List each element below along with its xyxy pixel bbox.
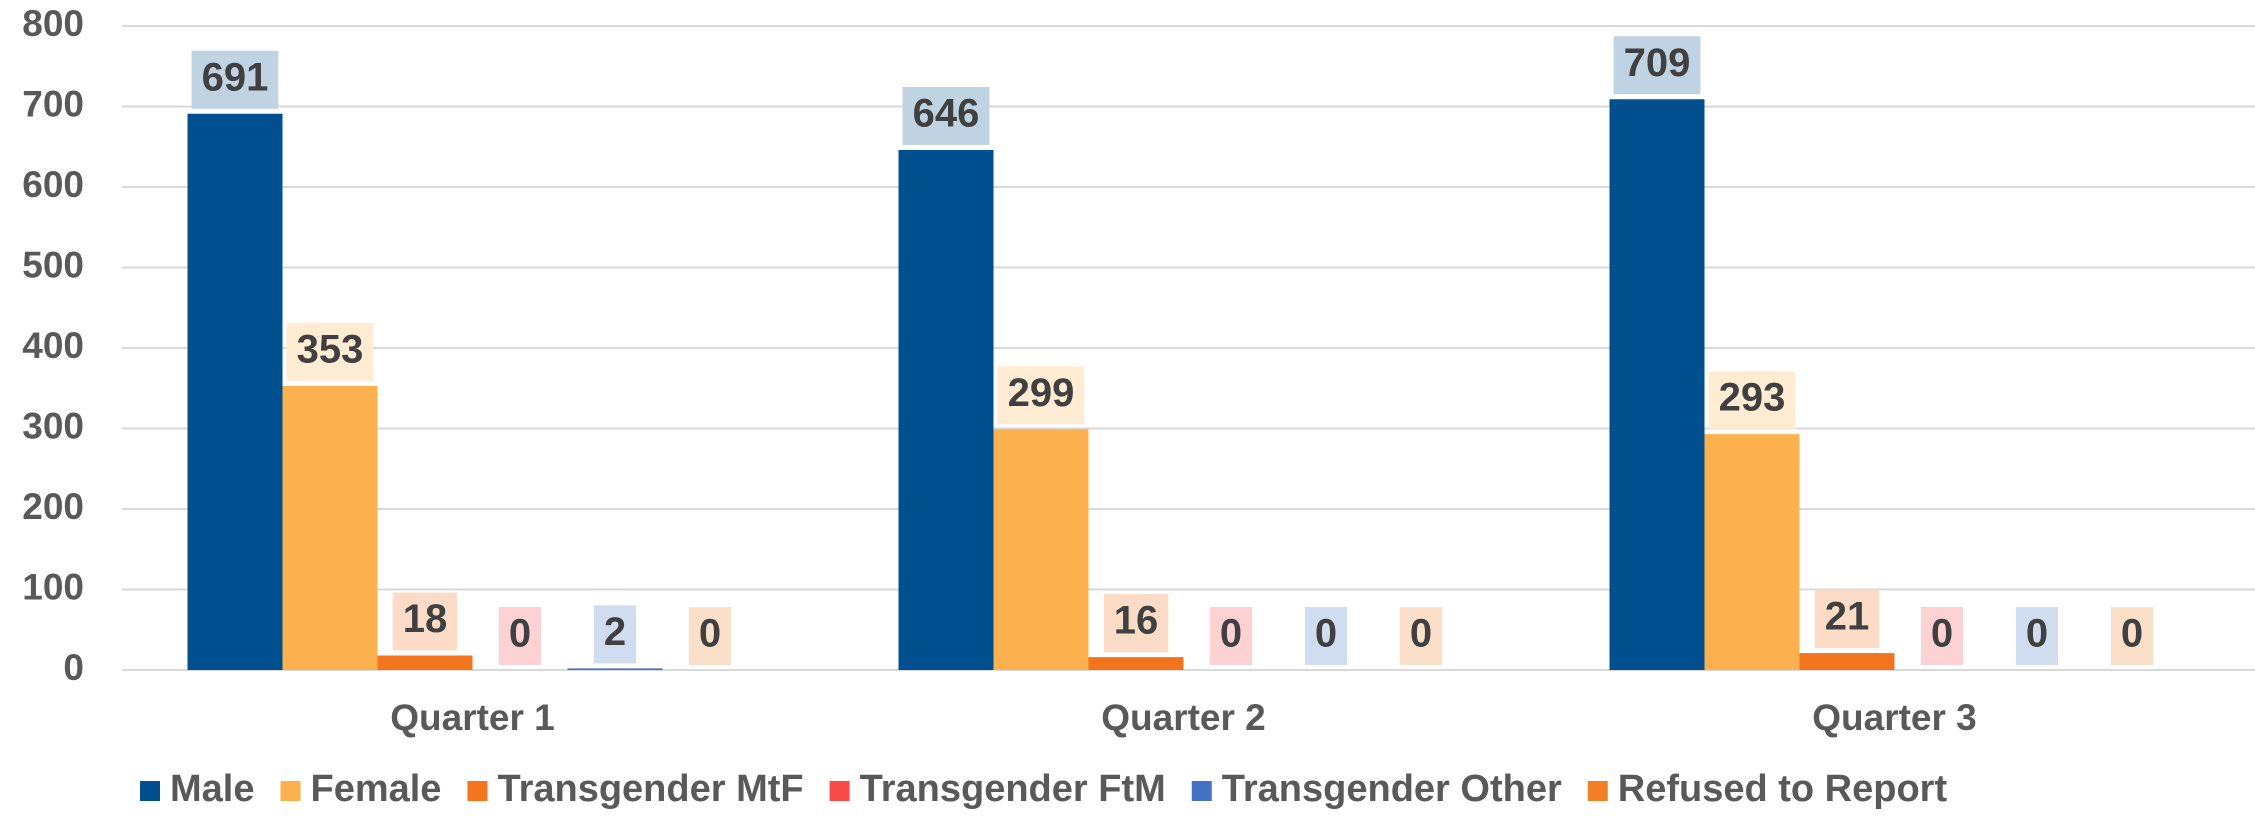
bar — [1799, 653, 1895, 670]
bar — [377, 655, 473, 670]
y-tick-label: 800 — [22, 3, 84, 44]
data-label-bg — [997, 366, 1085, 425]
data-label: 353 — [297, 327, 364, 371]
data-label: 0 — [1220, 612, 1242, 656]
x-tick-label: Quarter 1 — [390, 697, 555, 738]
data-label-bg — [191, 50, 279, 109]
data-label-bg — [2015, 607, 2059, 665]
bar — [993, 429, 1089, 670]
x-tick-label: Quarter 2 — [1101, 697, 1266, 738]
data-label-bg — [902, 86, 990, 145]
data-label: 293 — [1719, 376, 1786, 420]
data-label: 21 — [1825, 595, 1870, 639]
data-label: 691 — [202, 55, 269, 99]
legend-label: Transgender FtM — [860, 768, 1166, 810]
data-label-bg — [1708, 371, 1796, 430]
data-label-bg — [498, 607, 542, 665]
legend-label: Female — [310, 768, 441, 810]
data-label-bg — [286, 322, 374, 381]
legend-swatch — [1191, 781, 1212, 801]
data-label-bg — [1209, 607, 1253, 665]
legend-swatch — [140, 781, 160, 801]
data-label-bg — [593, 605, 637, 664]
data-label: 709 — [1624, 41, 1691, 85]
data-label: 646 — [913, 92, 980, 136]
y-tick-label: 200 — [22, 486, 84, 527]
data-label-bg — [2110, 607, 2154, 665]
data-label: 0 — [699, 612, 721, 656]
y-tick-label: 600 — [22, 164, 84, 205]
y-tick-label: 500 — [22, 244, 84, 285]
data-label: 0 — [2026, 612, 2048, 656]
data-label-bg — [1103, 594, 1169, 653]
data-label-bg — [1399, 607, 1443, 665]
data-label-bg — [1304, 607, 1348, 665]
data-label-bg — [1613, 36, 1701, 95]
data-label-bg — [1814, 590, 1880, 649]
data-label: 0 — [1931, 612, 1953, 656]
data-label-bg — [688, 607, 732, 665]
bar — [187, 113, 283, 671]
data-label-bg — [1920, 607, 1964, 665]
legend-label: Male — [170, 768, 254, 810]
data-label: 0 — [2121, 612, 2143, 656]
bar — [282, 385, 378, 670]
data-label: 16 — [1114, 599, 1159, 643]
data-label: 0 — [1410, 612, 1432, 656]
bar — [898, 149, 994, 671]
legend-label: Transgender MtF — [497, 768, 803, 810]
legend-swatch — [829, 781, 850, 801]
data-label: 18 — [403, 597, 448, 641]
legend-label: Refused to Report — [1618, 768, 1948, 810]
y-tick-label: 0 — [63, 647, 84, 688]
data-label: 299 — [1008, 371, 1075, 415]
data-label: 0 — [509, 612, 531, 656]
data-label: 0 — [1315, 612, 1337, 656]
data-label-bg — [392, 592, 458, 651]
y-tick-label: 100 — [22, 566, 84, 607]
data-label: 2 — [604, 610, 626, 654]
bar — [1088, 657, 1184, 670]
y-tick-label: 300 — [22, 405, 84, 446]
legend-swatch — [1587, 781, 1608, 801]
bar — [567, 668, 663, 670]
y-tick-label: 700 — [22, 83, 84, 124]
x-tick-label: Quarter 3 — [1812, 697, 1977, 738]
bar — [1609, 99, 1705, 670]
legend-swatch — [467, 781, 488, 801]
legend-swatch — [280, 781, 301, 801]
legend-label: Transgender Other — [1222, 768, 1562, 810]
y-tick-label: 400 — [22, 325, 84, 366]
bar — [1704, 434, 1800, 670]
